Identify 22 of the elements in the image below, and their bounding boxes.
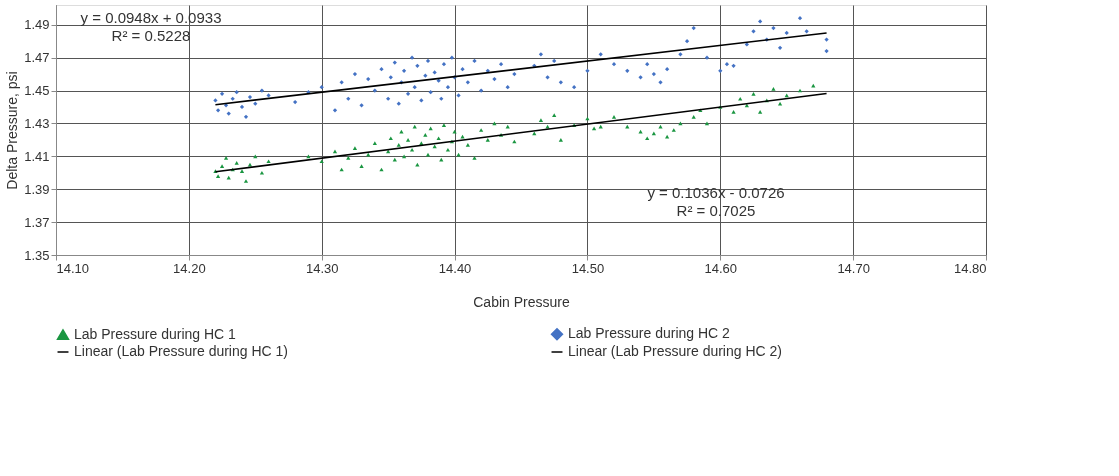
legend-label: Lab Pressure during HC 1 — [74, 325, 237, 342]
legend-label: Linear (Lab Pressure during HC 1) — [74, 343, 288, 359]
y-tick-label: 1.47 — [24, 50, 50, 66]
x-tick-label: 14.80 — [953, 260, 987, 276]
x-axis-title: Cabin Pressure — [473, 293, 570, 310]
x-tick-label: 14.20 — [173, 260, 206, 276]
x-tick-label: 14.50 — [571, 260, 605, 276]
y-tick-label: 1.43 — [24, 115, 50, 131]
x-tick-label: 14.30 — [305, 260, 339, 276]
legend-label: Lab Pressure during HC 2 — [568, 325, 731, 342]
y-tick-label: 1.45 — [24, 83, 50, 99]
y-tick-label: 1.39 — [24, 181, 50, 197]
x-tick-label: 14.10 — [56, 260, 90, 276]
x-tick-label: 14.70 — [837, 260, 870, 276]
y-tick-label: 1.37 — [24, 214, 50, 230]
x-tick-label: 14.60 — [704, 260, 738, 276]
y-tick-label: 1.35 — [24, 247, 50, 263]
legend-label: Linear (Lab Pressure during HC 2) — [568, 343, 782, 359]
y-tick-label: 1.41 — [24, 148, 50, 164]
y-axis-title: Delta Pressure, psi — [4, 71, 21, 190]
y-tick-label: 1.49 — [24, 17, 50, 33]
x-tick-label: 14.40 — [438, 260, 472, 276]
